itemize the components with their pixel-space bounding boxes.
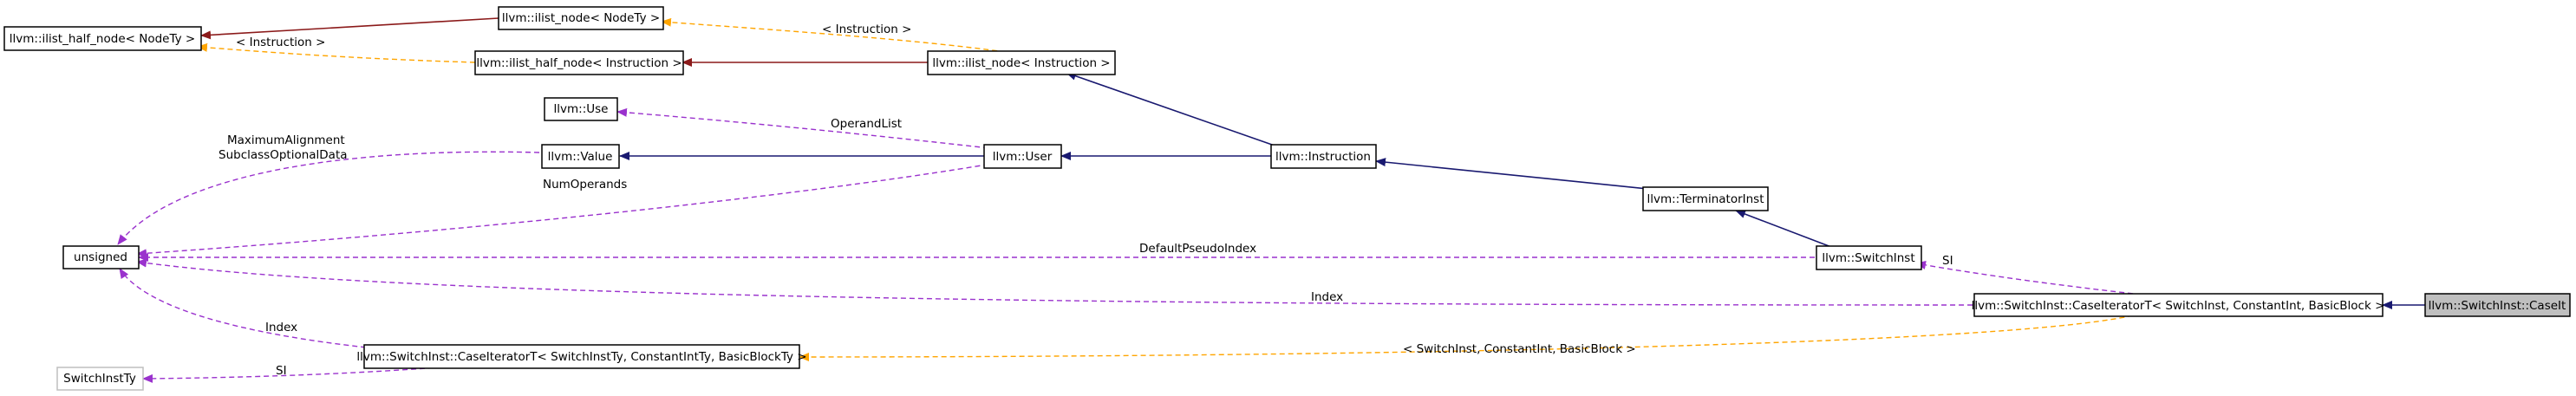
label-index-concrete: Index	[1311, 290, 1343, 304]
node-case-iterator-t-concrete[interactable]: llvm::SwitchInst::CaseIteratorT< SwitchI…	[1972, 293, 2385, 317]
edge-caseiter-template	[799, 315, 2134, 361]
node-value[interactable]: llvm::Value	[541, 144, 620, 169]
svg-text:llvm::ilist_half_node< Instruc: llvm::ilist_half_node< Instruction >	[476, 56, 681, 70]
node-ilist-half-node-nodety[interactable]: llvm::ilist_half_node< NodeTy >	[3, 26, 202, 51]
edge-ilistnode-instr-template	[661, 17, 1007, 53]
svg-text:llvm::ilist_node< Instruction: llvm::ilist_node< Instruction >	[932, 56, 1110, 70]
edge-instruction-to-ilistnode	[1066, 71, 1275, 146]
node-switch-inst[interactable]: llvm::SwitchInst	[1816, 245, 1922, 270]
node-instruction[interactable]: llvm::Instruction	[1270, 144, 1377, 169]
node-case-it[interactable]: llvm::SwitchInst::CaseIt	[2424, 293, 2571, 317]
svg-text:llvm::Instruction: llvm::Instruction	[1275, 150, 1371, 164]
label-halfnode-instr-template: < Instruction >	[236, 36, 325, 49]
label-operand-list: OperandList	[831, 117, 902, 131]
node-user[interactable]: llvm::User	[983, 144, 1062, 169]
node-case-iterator-t-generic[interactable]: llvm::SwitchInst::CaseIteratorT< SwitchI…	[356, 344, 807, 369]
svg-text:llvm::SwitchInst: llvm::SwitchInst	[1822, 251, 1914, 265]
edge-terminator-to-instruction	[1375, 158, 1683, 193]
node-ilist-half-node-instruction[interactable]: llvm::ilist_half_node< Instruction >	[474, 50, 684, 75]
label-ilistnode-instr-template: < Instruction >	[822, 23, 911, 36]
svg-text:llvm::SwitchInst::CaseIt: llvm::SwitchInst::CaseIt	[2429, 299, 2566, 313]
edge-user-to-unsigned	[136, 162, 998, 258]
svg-text:llvm::User: llvm::User	[993, 150, 1053, 164]
svg-text:llvm::ilist_half_node< NodeTy: llvm::ilist_half_node< NodeTy >	[10, 32, 195, 46]
label-num-operands: NumOperands	[543, 178, 627, 192]
edge-user-to-use	[616, 107, 998, 150]
edge-ilistnode-to-halfnode	[200, 17, 499, 40]
node-unsigned[interactable]: unsigned	[62, 245, 140, 269]
svg-text:SwitchInstTy: SwitchInstTy	[63, 372, 136, 386]
svg-text:llvm::Value: llvm::Value	[548, 150, 613, 164]
label-template-args: < SwitchInst, ConstantInt, BasicBlock >	[1403, 342, 1636, 356]
label-index-generic: Index	[265, 321, 297, 334]
label-default-pseudo-index: DefaultPseudoIndex	[1139, 242, 1256, 256]
label-subclass-optional-data: SubclassOptionalData	[218, 148, 348, 162]
node-use[interactable]: llvm::Use	[544, 97, 618, 121]
svg-text:llvm::SwitchInst::CaseIterator: llvm::SwitchInst::CaseIteratorT< SwitchI…	[1972, 299, 2385, 313]
svg-text:llvm::ilist_node< NodeTy >: llvm::ilist_node< NodeTy >	[502, 11, 660, 25]
label-si-switchinst: SI	[1942, 254, 1953, 268]
edge-value-to-unsigned	[117, 151, 540, 245]
edge-halfnode-instr-template	[197, 42, 476, 63]
svg-text:llvm::SwitchInst::CaseIterator: llvm::SwitchInst::CaseIteratorT< SwitchI…	[356, 350, 806, 364]
node-ilist-node-nodety[interactable]: llvm::ilist_node< NodeTy >	[498, 6, 664, 30]
node-ilist-node-instruction[interactable]: llvm::ilist_node< Instruction >	[927, 50, 1116, 75]
edge-caseiter-generic-to-unsigned	[119, 268, 401, 352]
edge-caseiter-to-switchinst	[1915, 260, 2142, 295]
edge-switchinst-to-terminator	[1735, 210, 1832, 248]
label-si-generic: SI	[276, 364, 287, 378]
svg-text:llvm::Use: llvm::Use	[554, 102, 609, 116]
label-maximum-alignment: MaximumAlignment	[227, 133, 345, 147]
node-switch-inst-ty[interactable]: SwitchInstTy	[56, 367, 144, 391]
svg-text:llvm::TerminatorInst: llvm::TerminatorInst	[1647, 192, 1764, 206]
node-terminator-inst[interactable]: llvm::TerminatorInst	[1642, 186, 1769, 211]
svg-text:unsigned: unsigned	[74, 250, 127, 264]
edge-caseiter-to-unsigned	[136, 258, 1973, 306]
